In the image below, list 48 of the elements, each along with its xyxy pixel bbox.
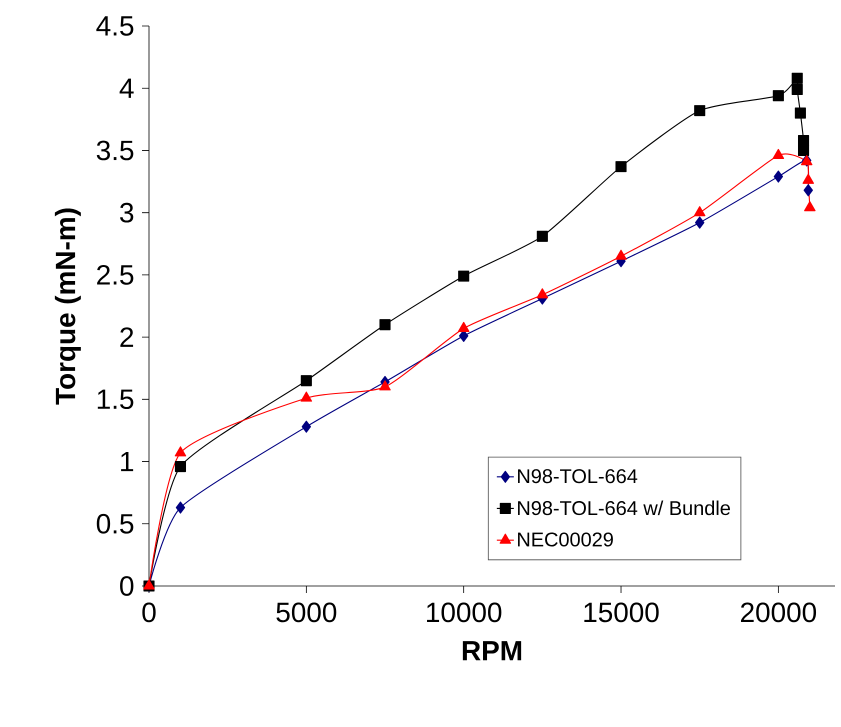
y-tick-label: 2 (120, 327, 134, 347)
point (695, 216, 704, 229)
legend-label: N98-TOL-664 w/ Bundle (518, 500, 730, 516)
x-axis-title: RPM (462, 641, 522, 660)
point (176, 502, 186, 514)
point (300, 375, 312, 386)
point (174, 460, 186, 472)
point (458, 322, 470, 332)
x-tick-label: 0 (142, 602, 156, 622)
point (536, 230, 548, 242)
point (302, 420, 312, 433)
point (379, 319, 391, 330)
point (772, 148, 784, 159)
y-tick-label: 3.5 (96, 140, 134, 160)
y-tick-label: 3 (120, 202, 134, 223)
point (379, 380, 391, 390)
y-tick-label: 0.5 (96, 514, 134, 534)
point (300, 392, 312, 402)
x-tick-label: 20000 (740, 602, 816, 622)
x-tick-label: 15000 (584, 602, 659, 622)
point (804, 184, 813, 196)
point (694, 206, 706, 216)
x-tick-label: 10000 (427, 602, 502, 622)
point (802, 174, 814, 184)
point (804, 201, 816, 212)
point (174, 446, 186, 456)
y-tick-label: 4.5 (96, 16, 134, 36)
y-tick-label: 1.5 (98, 390, 134, 410)
y-axis-title: Torque (mN-m) (54, 208, 81, 405)
point (792, 84, 803, 96)
point (794, 108, 806, 119)
point (615, 161, 627, 172)
y-tick-label: 0 (120, 576, 134, 596)
x-tick-label: 5000 (276, 602, 336, 622)
point (694, 105, 706, 116)
legend-label: NEC00029 (518, 532, 613, 547)
legend-label: N98-TOL-664 (518, 469, 638, 484)
point (458, 270, 470, 282)
point (536, 288, 548, 298)
point (798, 144, 810, 156)
y-tick-label: 4 (120, 78, 134, 98)
point (615, 250, 627, 260)
point (798, 134, 810, 146)
point (792, 72, 803, 84)
y-tick-label: 1 (121, 452, 134, 472)
y-tick-label: 2.5 (97, 265, 134, 285)
point (772, 90, 784, 102)
point (774, 170, 784, 183)
